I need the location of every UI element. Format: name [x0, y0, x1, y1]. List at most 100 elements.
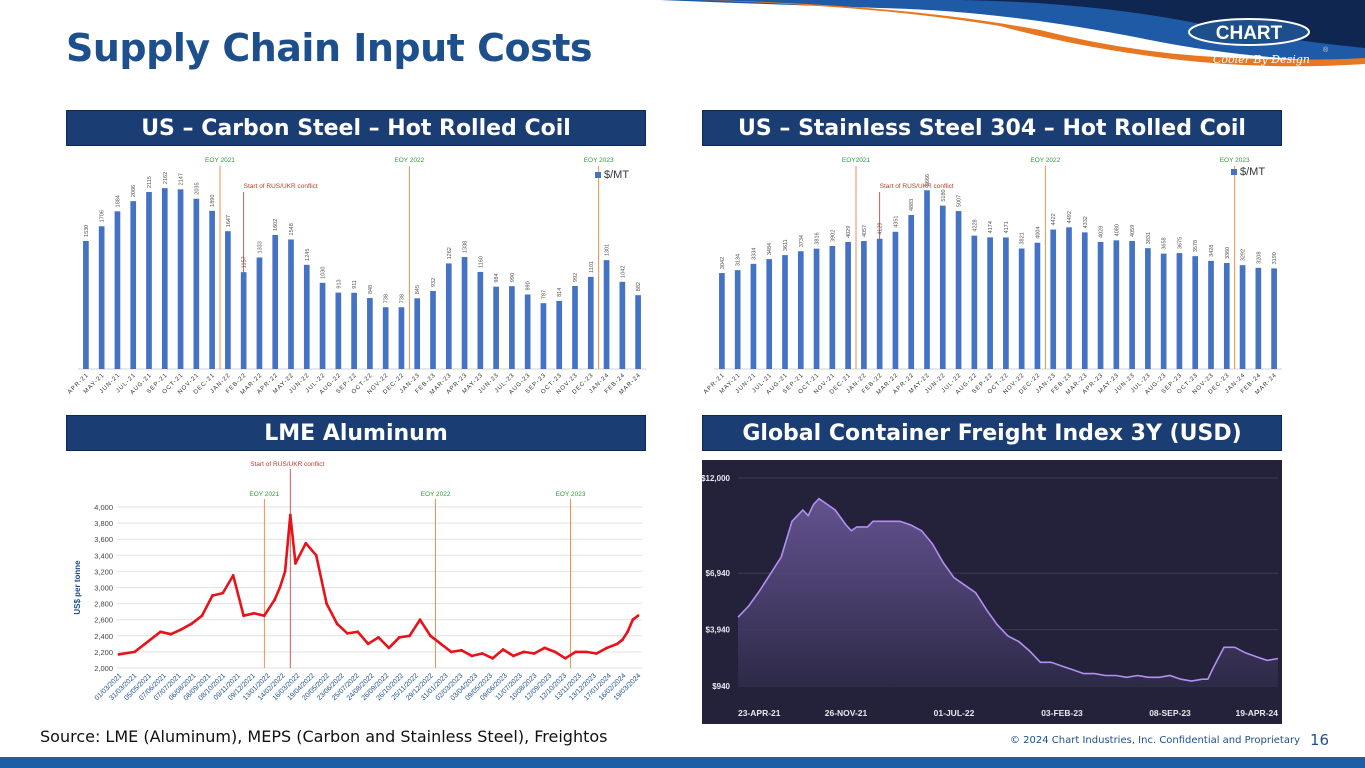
bar-data-label: 990 — [510, 273, 516, 282]
bar-data-label: 1101 — [589, 261, 595, 273]
bar — [493, 286, 499, 369]
aluminum-data-point — [553, 650, 557, 654]
y-tick-label: 3,800 — [94, 519, 113, 528]
bar-data-label: 3360 — [1225, 247, 1231, 259]
y-tick-label: 2,800 — [94, 600, 113, 609]
bar-data-label: 3428 — [1209, 245, 1215, 257]
bar-data-label: 1160 — [478, 256, 484, 268]
bar — [367, 298, 373, 369]
x-tick-label: 03-FEB-23 — [1041, 708, 1083, 718]
aluminum-data-point — [512, 654, 515, 658]
eoy-annotation-label: EOY 2023 — [584, 157, 614, 164]
y-tick-label: 3,600 — [94, 535, 113, 544]
bar-data-label: 1338 — [463, 241, 469, 253]
conflict-annotation-label: Start of RUS/UKR conflict — [250, 461, 324, 468]
bar — [1255, 267, 1262, 369]
eoy-annotation-label: EOY 2022 — [421, 491, 451, 498]
bar-data-label: 3611 — [783, 239, 789, 251]
legend-swatch — [595, 172, 601, 178]
aluminum-data-point — [501, 648, 505, 651]
bar-data-label: 4129 — [878, 223, 884, 235]
bar — [955, 211, 962, 369]
banner-freight-index: Global Container Freight Index 3Y (USD) — [702, 415, 1282, 451]
eoy-annotation-label: EOY 2022 — [394, 157, 424, 164]
y-tick-label: 3,000 — [94, 584, 113, 593]
bar-data-label: 3831 — [1146, 232, 1152, 244]
bar — [319, 282, 326, 369]
bar — [83, 240, 89, 369]
bar — [1050, 229, 1057, 369]
bar-data-label: 4059 — [1130, 225, 1136, 237]
aluminum-data-point — [211, 594, 214, 597]
y-tick-label: $940 — [712, 682, 730, 691]
bar-data-label: 1706 — [100, 210, 106, 222]
bar — [766, 259, 773, 369]
bar — [414, 298, 421, 369]
logo-registered-icon: ® — [1323, 46, 1329, 54]
aluminum-data-point — [470, 654, 474, 658]
aluminum-data-point — [439, 642, 443, 646]
bar — [288, 239, 294, 369]
bar-data-label: 1245 — [305, 249, 311, 261]
header-swoosh — [660, 0, 1365, 67]
bar — [272, 234, 279, 369]
bar — [114, 211, 121, 369]
aluminum-data-point — [522, 650, 526, 654]
bar — [303, 264, 310, 369]
aluminum-data-point — [273, 598, 277, 601]
bar-data-label: 848 — [368, 285, 374, 294]
stainless-steel-chart: EOY2021 Start of RUS/UKR conflict EOY 2022… — [703, 157, 1282, 396]
chart-logo-text: CHART — [1216, 23, 1283, 44]
bar-data-label: 1301 — [605, 244, 611, 256]
aluminum-data-point — [278, 586, 282, 589]
y-tick-label: $6,940 — [706, 569, 731, 578]
aluminum-data-point — [294, 561, 297, 565]
bar — [987, 237, 993, 369]
bar — [1239, 265, 1246, 369]
eoy-annotation-label: EOY 2021 — [249, 491, 279, 498]
bar-data-label: 1262 — [447, 247, 453, 259]
bar — [845, 241, 851, 369]
eoy-annotation-label: EOY2021 — [842, 157, 871, 164]
x-tick-label: 01-JUL-22 — [934, 708, 975, 718]
bar — [209, 210, 215, 369]
aluminum-data-point — [563, 656, 567, 660]
aluminum-data-point — [304, 541, 308, 545]
bar — [1129, 240, 1135, 369]
eoy-annotation-label: EOY 2021 — [205, 157, 235, 164]
bar — [782, 255, 788, 369]
bar — [193, 198, 200, 369]
chart-logo: CHART ® — [1185, 14, 1355, 74]
aluminum-data-point — [314, 553, 318, 557]
banner-carbon-steel: US – Carbon Steel – Hot Rolled Coil — [66, 110, 646, 146]
y-tick-label: 3,200 — [94, 567, 113, 576]
bar-data-label: 4351 — [893, 216, 899, 228]
banner-lme-aluminum: LME Aluminum — [66, 415, 646, 451]
aluminum-data-point — [288, 513, 292, 517]
bar-data-label: 4171 — [1004, 221, 1010, 233]
freight-index-line — [737, 497, 1279, 682]
aluminum-data-point — [366, 642, 370, 646]
conflict-annotation-label: Start of RUS/UKR conflict — [244, 183, 318, 190]
y-tick-label: 2,200 — [94, 648, 113, 657]
aluminum-data-point — [356, 630, 360, 634]
bar — [556, 300, 563, 369]
bar-data-label: 5180 — [941, 189, 947, 201]
bar — [635, 295, 641, 369]
bar — [829, 245, 836, 369]
bar — [225, 231, 231, 369]
bar-data-label: 1890 — [210, 195, 216, 207]
bar-data-label: 1030 — [321, 267, 327, 279]
bar — [1223, 263, 1230, 369]
bar — [1176, 253, 1183, 369]
x-tick-label: 23-APR-21 — [738, 708, 781, 718]
bar — [1066, 227, 1072, 369]
logo-tagline: Cooler By Design — [1213, 53, 1310, 66]
page-number: 16 — [1310, 731, 1330, 749]
aluminum-data-point — [574, 650, 578, 654]
bar-data-label: 3292 — [1241, 249, 1247, 261]
bar — [1081, 232, 1088, 369]
bar — [939, 205, 946, 369]
y-axis-label: US$ per tonne — [73, 560, 82, 615]
freight-index-chart: $12,000 $6,940 $3,940 $940 23-APR-21 26-NOV-2… — [702, 460, 1282, 724]
